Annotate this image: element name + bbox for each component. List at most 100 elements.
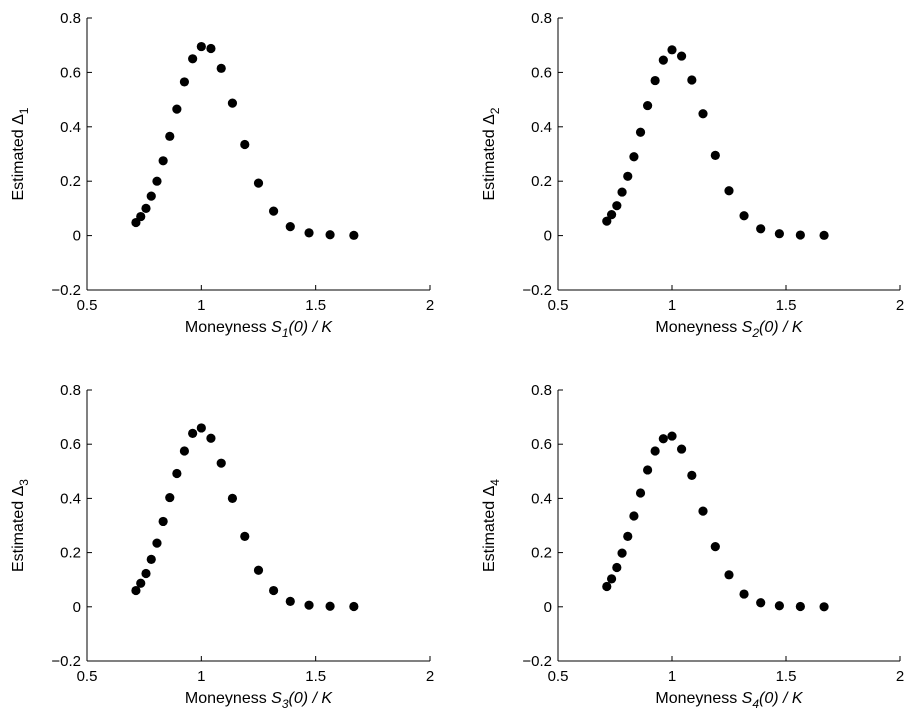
x-tick-label: 1 [668,297,676,314]
panel-top-left: 0.5 1 1.5 2 −0.2 0 0.2 0.4 0.6 0.8 Moneyness S1(0)… [10,10,434,340]
data-point [739,589,749,599]
data-point [698,506,708,516]
x-tick-label: 1 [197,668,205,685]
data-point [227,98,238,108]
y-tick-label: 0.2 [60,545,81,562]
y-tick-label: 0 [544,599,552,616]
data-point [650,75,660,86]
data-point [602,216,612,226]
data-point [602,581,612,592]
data-point [253,178,264,188]
x-tick-label: 2 [426,297,434,314]
data-point [285,596,295,606]
data-point [667,45,677,55]
data-point [240,531,250,541]
y-tick-label: 0.4 [531,490,552,507]
data-point [285,222,295,232]
data-point [756,224,766,234]
data-point [146,554,156,564]
data-point [774,601,784,611]
data-point [710,542,720,552]
data-point [819,230,829,240]
x-tick-label: 1 [197,297,205,314]
data-point [136,211,146,222]
data-point [325,230,335,240]
data-point [325,601,335,611]
x-tick-label: 1.5 [776,297,797,314]
data-point [152,538,162,548]
data-point [152,176,162,186]
data-point [629,152,639,162]
panel-top-right: 0.5 1 1.5 2 −0.2 0 0.2 0.4 0.6 0.8 Moneyness S2(0)… [481,10,904,340]
data-point [795,601,805,612]
y-tick-label: −0.2 [522,653,552,670]
y-tick-label: 0.8 [60,10,81,27]
data-point [240,139,250,150]
data-point [612,562,622,573]
y-tick-label: 0.4 [60,119,81,136]
y-axis-label: Estimated Δ4 [481,479,502,572]
data-point [606,210,617,220]
data-point [635,127,646,137]
data-point [687,470,697,480]
data-point [687,75,697,85]
data-point [268,585,279,596]
y-tick-label: 0.2 [60,173,81,190]
x-tick-label: 2 [896,668,904,685]
data-point [253,565,264,575]
data-point [158,156,168,166]
data-point [165,492,175,503]
x-tick-label: 0.5 [77,668,98,685]
data-point [710,150,720,160]
x-tick-label: 1.5 [305,297,326,314]
data-point [136,578,146,588]
data-point [739,211,749,221]
data-point [795,230,805,240]
data-point [172,104,182,114]
data-point [774,229,784,239]
data-point [349,230,359,240]
data-point [643,100,653,111]
y-tick-label: 0.8 [60,382,81,399]
y-axis-label: Estimated Δ3 [10,479,31,572]
y-tick-label: 0.8 [531,382,552,399]
data-point [216,63,226,73]
data-point [188,54,198,64]
data-point [349,601,359,612]
data-point [304,600,314,610]
data-point [131,585,141,596]
x-tick-label: 1 [668,668,676,685]
x-tick-label: 0.5 [548,297,569,314]
x-tick-label: 1.5 [776,668,797,685]
y-tick-label: 0 [73,599,81,616]
y-axis-label: Estimated Δ1 [10,107,31,200]
x-tick-label: 0.5 [77,297,98,314]
data-point [617,187,627,197]
data-point [188,428,198,438]
y-axis-label: Estimated Δ2 [481,107,502,200]
data-point [606,574,617,584]
y-tick-label: 0.8 [531,10,552,27]
panel-bottom-right: 0.5 1 1.5 2 −0.2 0 0.2 0.4 0.6 0.8 Moneyness S4(0)… [481,382,904,711]
data-point [819,602,829,612]
y-tick-label: 0 [544,228,552,245]
y-tick-label: 0.4 [60,490,81,507]
data-point [141,568,151,579]
data-point [206,433,216,443]
data-point [268,206,279,216]
x-tick-label: 2 [896,297,904,314]
data-point [676,51,687,61]
panel-bottom-left: 0.5 1 1.5 2 −0.2 0 0.2 0.4 0.6 0.8 Moneyness S3(0)… [10,382,434,711]
x-tick-label: 0.5 [548,668,569,685]
data-point [658,55,668,65]
x-tick-label: 1.5 [305,668,326,685]
y-tick-label: 0.6 [60,436,81,453]
data-point [650,446,660,456]
y-tick-label: 0 [73,228,81,245]
data-point [635,488,646,498]
y-tick-label: −0.2 [522,282,552,299]
data-point [206,43,216,54]
x-axis-label: Moneyness S3(0) / K [185,690,334,711]
data-point [617,548,627,558]
